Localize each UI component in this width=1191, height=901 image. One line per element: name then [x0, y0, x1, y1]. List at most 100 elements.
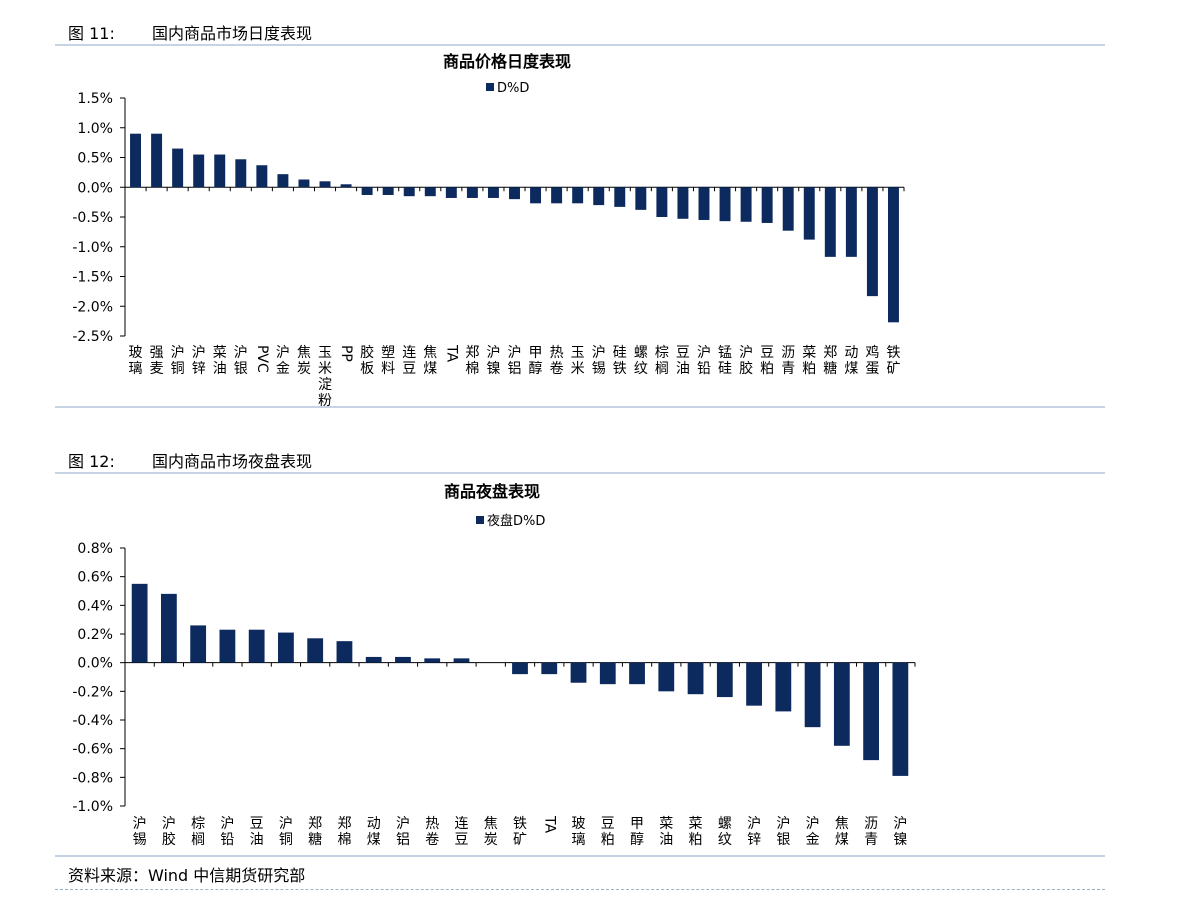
x-tick-label: 豆粕: [601, 816, 615, 848]
svg-text:淀: 淀: [318, 377, 332, 393]
x-tick-label: 甲醇: [630, 816, 644, 848]
x-tick-label: 强麦: [150, 345, 164, 377]
bar-沥青: [782, 187, 794, 231]
svg-text:玉: 玉: [571, 345, 585, 361]
svg-text:锰: 锰: [718, 345, 732, 361]
svg-text:沪: 沪: [739, 345, 753, 361]
x-tick-label: 焦煤: [423, 345, 437, 377]
svg-text:铁: 铁: [513, 816, 527, 832]
bar-沪锌: [746, 662, 762, 706]
svg-text:玻: 玻: [572, 816, 586, 832]
bar-沪金: [804, 662, 821, 728]
bar-螺纹: [635, 187, 647, 210]
svg-text:豆: 豆: [676, 345, 690, 361]
x-tick-label: 螺纹: [634, 345, 648, 377]
svg-text:沪: 沪: [806, 816, 820, 832]
y-tick-label: 0.0%: [77, 656, 113, 672]
svg-text:棕: 棕: [655, 345, 669, 361]
svg-text:矿: 矿: [513, 832, 527, 848]
bar-沪金: [277, 174, 289, 188]
bar-热卷: [424, 658, 441, 663]
x-tick-label: 焦炭: [484, 816, 498, 848]
svg-text:螺: 螺: [634, 345, 648, 361]
svg-text:棕: 棕: [191, 816, 205, 832]
svg-text:菜: 菜: [213, 345, 227, 361]
svg-text:焦: 焦: [835, 816, 849, 832]
svg-text:粕: 粕: [802, 361, 816, 377]
x-tick-label: 菜粕: [689, 816, 703, 848]
y-tick-label: 1.5%: [77, 91, 113, 107]
bar-甲醇: [629, 662, 645, 685]
x-tick-label: 沪镍: [486, 345, 500, 377]
bar-玉米: [572, 187, 584, 204]
svg-text:璃: 璃: [572, 831, 586, 848]
x-tick-label: 郑糖: [823, 345, 837, 377]
bar-沪银: [235, 159, 247, 188]
svg-text:米: 米: [318, 361, 332, 377]
x-tick-label: 玻璃: [129, 345, 143, 377]
svg-text:焦: 焦: [484, 816, 498, 832]
bar-沪铅: [219, 629, 236, 663]
svg-text:锡: 锡: [133, 832, 147, 848]
bar-沪铜: [172, 148, 184, 188]
svg-text:糖: 糖: [823, 361, 837, 377]
svg-text:料: 料: [381, 361, 395, 377]
bar-强麦: [151, 133, 163, 188]
svg-text:铅: 铅: [220, 832, 234, 848]
svg-text:炭: 炭: [297, 361, 311, 377]
svg-text:豆: 豆: [402, 361, 416, 377]
svg-text:沪: 沪: [133, 816, 147, 832]
x-tick-label: 菜粕: [802, 345, 816, 377]
y-tick-label: -0.5%: [72, 210, 113, 226]
figure-11-header: 图 11: 国内商品市场日度表现: [68, 20, 312, 44]
svg-text:沪: 沪: [162, 816, 176, 832]
legend-swatch: [476, 516, 484, 524]
x-tick-label: 连豆: [402, 345, 416, 377]
svg-text:油: 油: [250, 832, 264, 848]
x-tick-label: 锰硅: [718, 345, 732, 377]
y-tick-label: -1.5%: [72, 270, 113, 286]
figure-11-number: 图 11:: [68, 24, 115, 43]
bar-铁矿: [512, 662, 528, 675]
x-tick-label: 铁矿: [886, 345, 900, 377]
x-tick-label: 豆油: [676, 345, 690, 377]
y-tick-label: -1.0%: [72, 799, 113, 815]
svg-text:铝: 铝: [396, 832, 410, 848]
svg-text:镍: 镍: [893, 832, 907, 848]
svg-text:铁: 铁: [886, 345, 900, 361]
svg-text:菜: 菜: [689, 816, 703, 832]
x-tick-label: 沪锡: [133, 816, 147, 848]
bar-郑棉: [336, 641, 353, 663]
svg-text:TA: TA: [541, 815, 557, 833]
bar-玻璃: [570, 662, 587, 683]
x-tick-label: 塑料: [381, 345, 395, 377]
x-tick-label: 玉米: [571, 345, 585, 377]
svg-text:豆: 豆: [601, 816, 615, 832]
svg-text:铝: 铝: [508, 361, 522, 377]
svg-text:热: 热: [425, 816, 439, 832]
bar-沪镍: [892, 662, 909, 776]
y-tick-label: -1.0%: [72, 240, 113, 256]
svg-text:强: 强: [150, 345, 164, 361]
bar-沪铜: [278, 632, 294, 663]
svg-text:煤: 煤: [844, 361, 858, 377]
x-tick-label: 沪铝: [396, 816, 410, 848]
bar-连豆: [403, 187, 415, 197]
bar-沪铝: [509, 187, 520, 200]
bar-郑糖: [307, 638, 324, 663]
svg-text:热: 热: [550, 345, 564, 361]
svg-text:青: 青: [864, 832, 878, 848]
x-tick-label: 玻璃: [572, 816, 586, 848]
svg-text:动: 动: [367, 816, 381, 832]
bar-焦煤: [833, 662, 850, 746]
x-tick-label: 焦煤: [835, 816, 849, 848]
bar-豆油: [677, 187, 689, 219]
y-tick-label: 0.6%: [77, 570, 113, 586]
legend-label: D%D: [497, 81, 529, 96]
svg-text:连: 连: [402, 345, 416, 361]
svg-text:煤: 煤: [835, 832, 849, 848]
svg-text:玻: 玻: [129, 345, 143, 361]
bar-棕榈: [656, 187, 668, 217]
bar-焦炭: [298, 179, 310, 188]
